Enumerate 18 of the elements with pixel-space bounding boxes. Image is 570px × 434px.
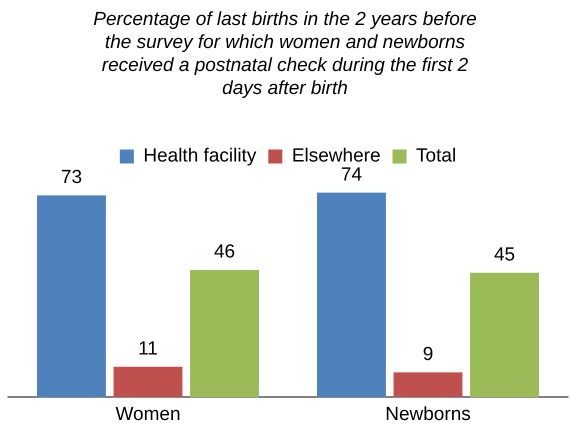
- bar: [114, 366, 182, 398]
- bar: [317, 192, 386, 398]
- bar: [470, 272, 539, 398]
- data-label: 46: [214, 242, 236, 263]
- data-label: 11: [138, 338, 158, 360]
- bar: [190, 270, 259, 398]
- chart-title: Percentage of last births in the 2 years before the survey for which women and newborns received a postnatal check during the first 2 days after birth: [92, 8, 478, 100]
- data-label: 9: [422, 344, 434, 366]
- x-tick-label: Women: [115, 404, 181, 425]
- x-tick-label: Newborns: [385, 404, 471, 425]
- legend-label: Health facility: [143, 146, 257, 167]
- legend-label: Elsewhere: [292, 146, 381, 167]
- data-label: 73: [60, 167, 82, 188]
- bar: [394, 372, 462, 398]
- data-label: 45: [494, 244, 516, 266]
- legend-label: Total: [416, 146, 456, 167]
- bar: [37, 195, 106, 398]
- data-label: 74: [340, 164, 362, 186]
